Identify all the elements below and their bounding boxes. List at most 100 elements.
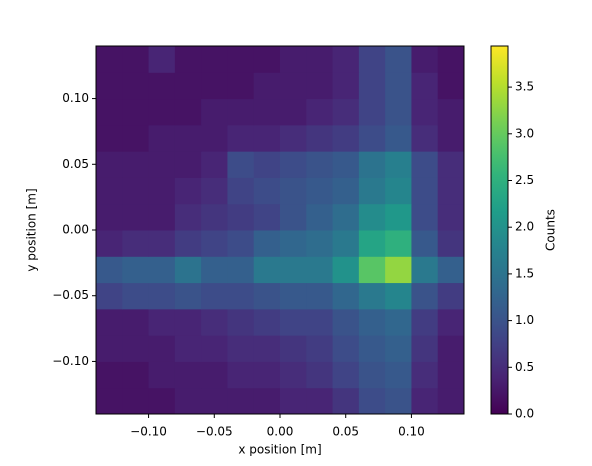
heatmap-cell [174, 387, 202, 415]
heatmap-cell [122, 230, 150, 257]
colorbar-tick-label: 1.5 [515, 266, 534, 280]
heatmap-cell [174, 124, 202, 152]
x-tick-label: −0.10 [130, 425, 167, 439]
heatmap-cell [174, 256, 202, 284]
heatmap-cell [437, 177, 465, 205]
heatmap-cell [227, 177, 255, 205]
heatmap-cell [332, 361, 360, 389]
x-tick-label: 0.05 [332, 425, 359, 439]
heatmap-cell [332, 177, 360, 205]
heatmap-cell [411, 177, 439, 205]
heatmap-cell [332, 282, 360, 310]
heatmap-cell [385, 282, 412, 310]
heatmap-cell [332, 98, 360, 126]
heatmap-cell [306, 177, 334, 205]
heatmap-cell [201, 177, 228, 205]
heatmap-cell [253, 387, 281, 415]
heatmap-cell [385, 177, 412, 205]
heatmap-cell [306, 230, 334, 257]
colorbar-tick-label: 0.5 [515, 360, 534, 374]
heatmap-cell [280, 230, 307, 257]
heatmap-cell [280, 151, 307, 178]
heatmap-cell [253, 46, 281, 73]
colorbar-tick-label: 2.0 [515, 220, 534, 234]
heatmap-cell [253, 177, 281, 205]
heatmap-cell [148, 308, 176, 336]
heatmap-cell [148, 361, 176, 389]
heatmap-cell [306, 203, 334, 231]
heatmap-cell [437, 361, 465, 389]
heatmap-cell [148, 124, 176, 152]
heatmap-cell [280, 46, 307, 73]
heatmap-cell [411, 361, 439, 389]
heatmap-cell [148, 282, 176, 310]
heatmap-cell [148, 177, 176, 205]
heatmap-cell [148, 72, 176, 100]
heatmap-cell [385, 98, 412, 126]
y-tick-label: 0.00 [62, 223, 89, 237]
heatmap-cell [332, 72, 360, 100]
heatmap-cell [385, 256, 412, 284]
heatmap-cell [227, 282, 255, 310]
heatmap-cell [358, 335, 386, 362]
heatmap-cell [411, 256, 439, 284]
heatmap-cell [253, 335, 281, 362]
x-tick-label: 0.00 [267, 425, 294, 439]
heatmap-cell [122, 46, 150, 73]
heatmap-cell [332, 308, 360, 336]
heatmap-cell [306, 72, 334, 100]
heatmap-cell [174, 46, 202, 73]
heatmap-cell [358, 98, 386, 126]
y-tick-label: 0.10 [62, 91, 89, 105]
heatmap-cell [148, 98, 176, 126]
heatmap-cell [201, 361, 228, 389]
heatmap-cell [201, 387, 228, 415]
heatmap-cell [437, 335, 465, 362]
heatmap-cell [201, 124, 228, 152]
heatmap-cell [437, 72, 465, 100]
heatmap-cell [253, 72, 281, 100]
heatmap-cell [96, 72, 123, 100]
heatmap-cell [332, 335, 360, 362]
heatmap-cell [280, 124, 307, 152]
heatmap-cell [122, 387, 150, 415]
heatmap-cell [148, 256, 176, 284]
heatmap-cell [227, 203, 255, 231]
heatmap-cell [280, 203, 307, 231]
heatmap-cell [385, 335, 412, 362]
heatmap-cell [122, 124, 150, 152]
heatmap [96, 46, 465, 415]
heatmap-cell [148, 46, 176, 73]
colorbar-tick-label: 0.0 [515, 407, 534, 421]
heatmap-cell [96, 361, 123, 389]
heatmap-cell [437, 256, 465, 284]
heatmap-cell [411, 46, 439, 73]
heatmap-cell [253, 256, 281, 284]
heatmap-cell [253, 230, 281, 257]
colorbar-tick-label: 3.5 [515, 80, 534, 94]
heatmap-cell [385, 203, 412, 231]
heatmap-cell [280, 256, 307, 284]
heatmap-cell [148, 387, 176, 415]
heatmap-cell [96, 124, 123, 152]
heatmap-cell [227, 98, 255, 126]
heatmap-cell [411, 387, 439, 415]
heatmap-cell [385, 308, 412, 336]
heatmap-cell [358, 282, 386, 310]
heatmap-cell [437, 151, 465, 178]
colorbar [490, 45, 509, 415]
heatmap-cell [253, 361, 281, 389]
heatmap-cell [174, 72, 202, 100]
heatmap-cell [358, 177, 386, 205]
heatmap-cell [358, 151, 386, 178]
heatmap-cell [358, 46, 386, 73]
heatmap-cell [411, 282, 439, 310]
heatmap-cell [306, 282, 334, 310]
heatmap-cell [411, 335, 439, 362]
heatmap-cell [96, 230, 123, 257]
heatmap-cell [122, 361, 150, 389]
heatmap-cell [385, 72, 412, 100]
heatmap-cell [174, 308, 202, 336]
heatmap-cell [437, 308, 465, 336]
heatmap-cell [96, 46, 123, 73]
